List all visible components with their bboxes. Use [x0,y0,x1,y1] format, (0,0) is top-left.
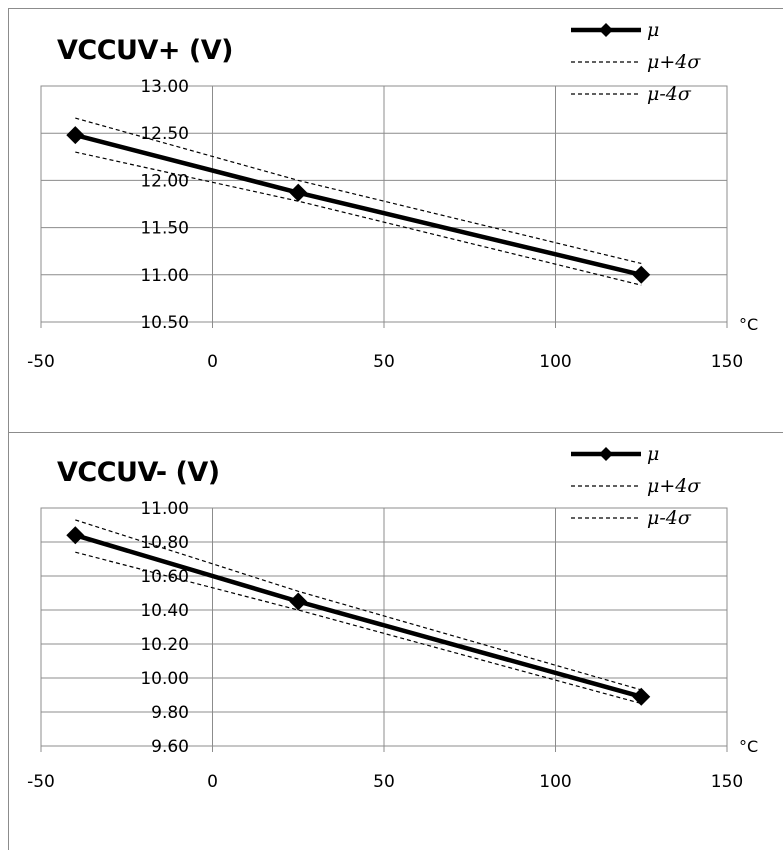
y-tick-label: 11.00 [140,499,189,519]
legend-entry-mean: μ [569,19,749,41]
legend-entry-minus-4-sigma: μ-4σ [569,507,749,529]
y-tick-label: 11.00 [140,266,189,286]
x-tick-label: 0 [207,352,218,372]
y-tick-label: 10.00 [140,669,189,689]
data-point-marker [289,183,308,202]
legend-swatch-dashed [571,485,641,487]
chart-legend: μ μ+4σ μ-4σ [569,19,749,119]
y-tick-label: 10.20 [140,635,189,655]
legend-entry-mean: μ [569,443,749,465]
legend-label: μ [647,443,660,465]
y-tick-label: 10.40 [140,601,189,621]
legend-swatch-dashed [571,93,641,95]
series-minus-4-sigma-line [75,151,642,286]
data-point-marker [66,526,85,545]
chart-title: VCCUV- (V) [57,457,220,488]
y-tick-label: 13.00 [140,77,189,97]
chart-canvas-vccuv-plus: 10.50 11.00 11.50 12.00 12.50 13.00 -50 0 50 100 1… [27,77,743,372]
series-plus-4-sigma-line [75,117,642,265]
data-point-marker [289,592,308,611]
x-tick-label: 100 [539,772,571,792]
data-point-marker [66,126,85,145]
y-tick-label: 10.80 [140,533,189,553]
sheet-left-edge [0,0,8,849]
legend-swatch-solid-diamond [571,23,641,37]
y-tick-label: 12.00 [140,171,189,191]
data-point-marker [632,265,651,284]
legend-label: μ-4σ [647,507,691,529]
x-axis-unit-label: °C [739,737,759,756]
legend-label: μ-4σ [647,83,691,105]
chart-panel-vccuv-minus[interactable]: 9.60 9.80 10.00 10.20 10.40 10.60 10.80 11.00 -5… [8,432,783,850]
legend-label: μ [647,19,660,41]
data-point-marker [632,687,651,706]
chart-legend: μ μ+4σ μ-4σ [569,443,749,543]
x-tick-label: 150 [711,352,743,372]
chart-canvas-vccuv-minus: 9.60 9.80 10.00 10.20 10.40 10.60 10.80 11.00 -5… [27,499,743,792]
legend-entry-plus-4-sigma: μ+4σ [569,51,749,73]
legend-entry-plus-4-sigma: μ+4σ [569,475,749,497]
y-tick-label: 10.50 [140,313,189,333]
x-tick-label: 50 [373,352,395,372]
x-tick-label: 50 [373,772,395,792]
x-tick-label: -50 [27,352,55,372]
legend-entry-minus-4-sigma: μ-4σ [569,83,749,105]
legend-swatch-dashed [571,61,641,63]
legend-swatch-solid-diamond [571,447,641,461]
y-tick-label: 12.50 [140,124,189,144]
x-axis-unit-label: °C [739,315,759,334]
x-tick-label: 0 [207,772,218,792]
y-tick-label: 10.60 [140,567,189,587]
chart-panel-vccuv-plus[interactable]: 10.50 11.00 11.50 12.00 12.50 13.00 -50 0 50 100 1… [8,8,783,433]
series-plus-4-sigma-line [75,519,642,691]
legend-label: μ+4σ [647,475,701,497]
y-tick-label: 9.80 [151,703,189,723]
x-tick-label: 150 [711,772,743,792]
x-tick-label: 100 [539,352,571,372]
legend-swatch-dashed [571,517,641,519]
legend-label: μ+4σ [647,51,701,73]
chart-title: VCCUV+ (V) [57,35,233,66]
y-tick-label: 11.50 [140,219,189,239]
x-tick-label: -50 [27,772,55,792]
y-tick-label: 9.60 [151,737,189,757]
